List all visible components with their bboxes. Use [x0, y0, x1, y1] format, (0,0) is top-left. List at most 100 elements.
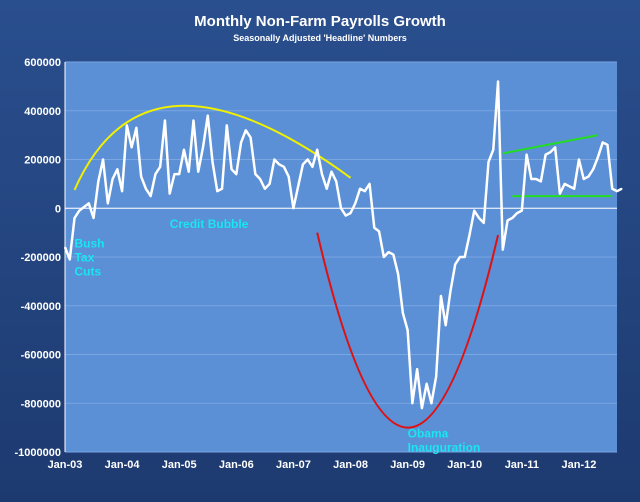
data-point: [359, 187, 361, 190]
data-point: [197, 170, 200, 173]
data-point: [449, 290, 452, 292]
data-point: [283, 166, 285, 168]
data-point: [192, 119, 195, 122]
bush-annotation: Cuts: [75, 264, 102, 278]
data-point: [168, 192, 171, 195]
data-point: [145, 187, 147, 190]
data-point: [344, 214, 347, 217]
data-point: [611, 187, 614, 190]
data-point: [97, 180, 100, 183]
y-axis: -1000000 -800000 -600000 -400000 -200000 0 200…: [15, 57, 62, 459]
data-point: [325, 187, 328, 190]
x-tick-label: Jan-09: [390, 459, 425, 471]
data-point: [421, 407, 423, 409]
data-point: [259, 178, 261, 180]
data-point: [468, 234, 471, 236]
data-point: [349, 212, 352, 214]
y-tick-label: 200000: [24, 155, 61, 167]
data-point: [102, 158, 104, 161]
x-tick-label: Jan-10: [447, 459, 482, 471]
data-point: [406, 329, 409, 331]
data-point: [321, 173, 323, 175]
data-point: [354, 202, 357, 205]
chart-title: Monthly Non-Farm Payrolls Growth: [194, 13, 446, 30]
data-point: [211, 161, 214, 163]
data-point: [78, 209, 81, 212]
data-point: [206, 114, 209, 117]
data-point: [492, 148, 495, 151]
data-point: [402, 312, 404, 314]
data-point: [383, 256, 385, 258]
data-point: [311, 166, 314, 168]
data-point: [563, 183, 566, 185]
data-point: [430, 402, 433, 405]
data-point: [616, 190, 618, 192]
data-point: [544, 153, 547, 156]
data-point: [306, 158, 309, 161]
x-axis: Jan-03 Jan-04 Jan-05 Jan-06 Jan-07 Jan-08 Jan-…: [48, 459, 597, 471]
data-point: [73, 217, 76, 219]
data-point: [578, 158, 580, 161]
data-point: [525, 153, 528, 156]
data-point: [135, 127, 138, 129]
data-point: [297, 185, 299, 188]
data-point: [107, 202, 109, 205]
data-point: [454, 263, 457, 266]
obama-annotation: Inauguration: [408, 440, 481, 454]
data-point: [340, 207, 342, 210]
y-tick-label: -1000000: [15, 447, 62, 459]
data-point: [225, 124, 228, 127]
y-tick-label: -400000: [21, 301, 61, 313]
data-point: [121, 190, 123, 192]
data-point: [83, 206, 85, 208]
data-point: [473, 209, 476, 212]
data-point: [378, 230, 380, 233]
data-point: [249, 136, 252, 139]
data-point: [92, 217, 95, 219]
trend-overlays: [73, 104, 613, 429]
data-point: [302, 163, 304, 166]
x-tick-label: Jan-12: [562, 459, 597, 471]
data-point: [597, 156, 599, 158]
x-tick-label: Jan-07: [276, 459, 311, 471]
obama-annotation: Obama: [408, 426, 449, 440]
data-point: [530, 178, 533, 180]
data-point: [154, 173, 157, 175]
data-point: [287, 175, 290, 178]
data-point: [254, 173, 257, 175]
y-tick-label: -600000: [21, 350, 61, 362]
data-point: [173, 173, 176, 175]
data-point: [516, 212, 518, 214]
data-point: [111, 178, 114, 180]
data-point: [363, 190, 366, 192]
data-point: [221, 187, 223, 190]
data-point: [392, 253, 395, 256]
data-point: [245, 129, 247, 132]
data-point: [230, 168, 233, 171]
data-point: [535, 178, 537, 180]
y-tick-label: -200000: [21, 252, 61, 264]
y-tick-label: 400000: [24, 106, 61, 118]
data-point: [592, 168, 595, 171]
data-point: [568, 185, 571, 188]
x-tick-label: Jan-06: [219, 459, 254, 471]
data-point: [416, 368, 418, 370]
yellow-trend-curve: [73, 104, 352, 191]
data-point: [411, 402, 414, 405]
data-point: [373, 226, 376, 229]
data-point: [554, 146, 556, 149]
chart-subtitle: Seasonally Adjusted 'Headline' Numbers: [233, 33, 407, 43]
data-point: [292, 207, 295, 210]
data-point: [273, 158, 276, 161]
data-point: [216, 190, 219, 192]
data-point: [620, 187, 623, 190]
data-point: [459, 256, 461, 258]
data-point: [511, 217, 514, 219]
bush-annotation: Bush: [75, 236, 105, 250]
data-point: [425, 382, 428, 385]
x-tick-label: Jan-03: [48, 459, 83, 471]
data-point: [178, 173, 181, 175]
data-point: [387, 251, 390, 253]
